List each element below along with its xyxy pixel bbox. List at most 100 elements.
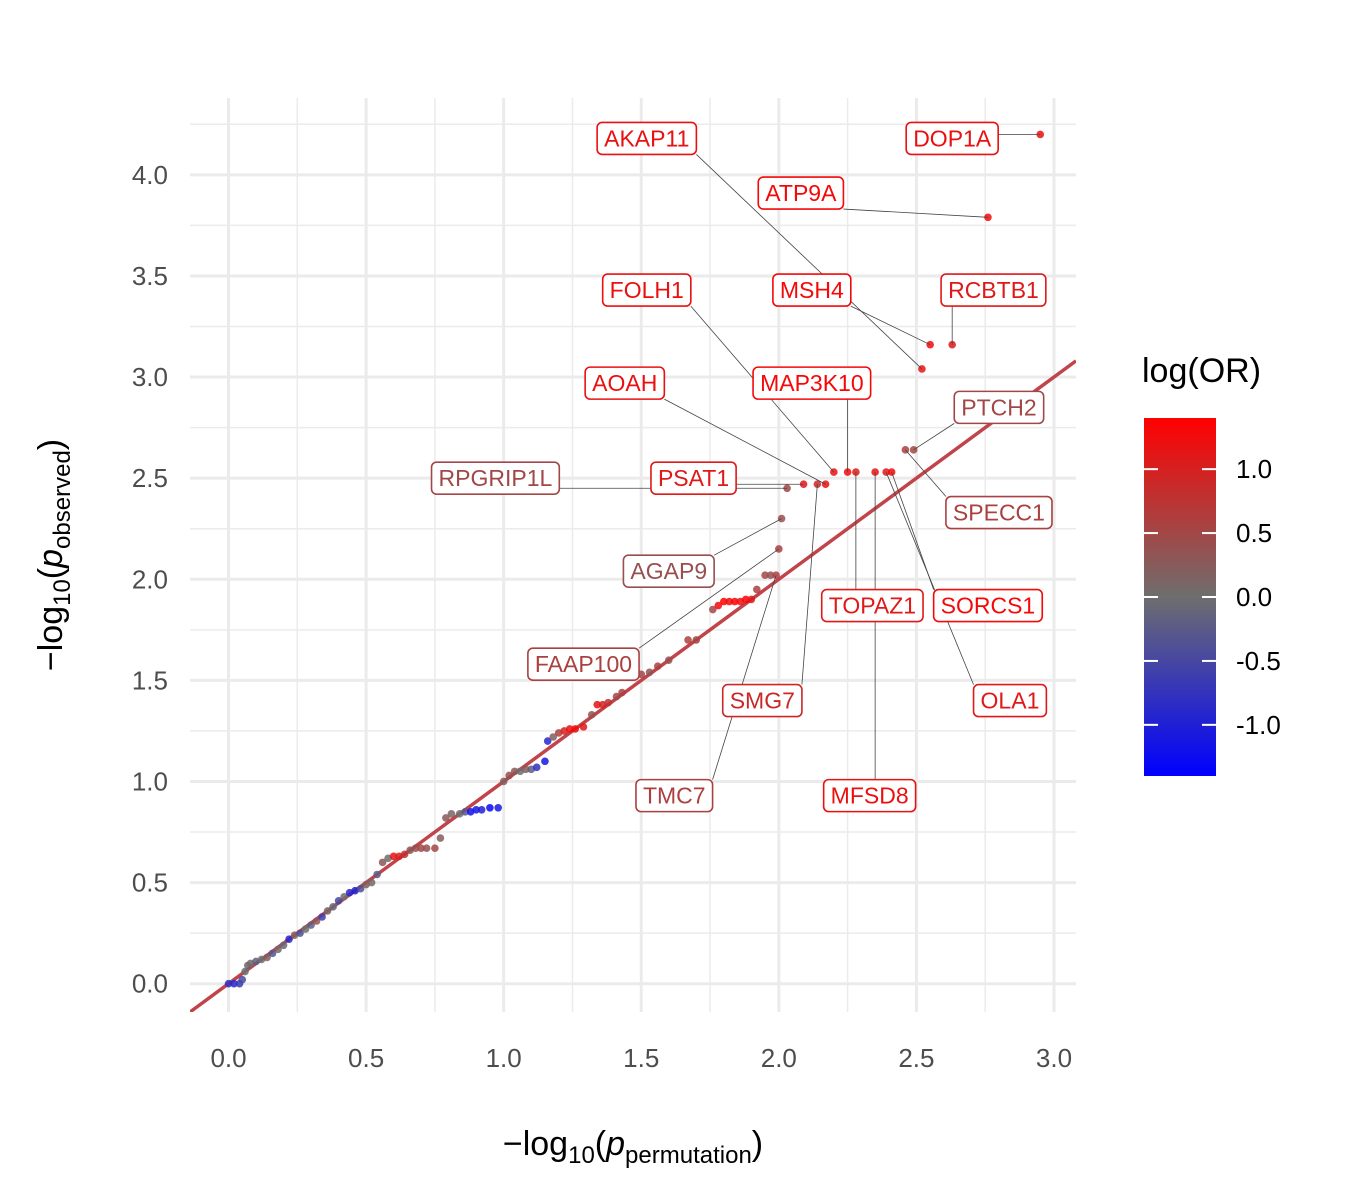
gene-label-text: RCBTB1: [948, 277, 1039, 303]
data-point: [431, 844, 439, 853]
gene-label: TMC7: [635, 778, 714, 813]
gene-label-text: SPECC1: [953, 500, 1045, 526]
data-point: [664, 656, 673, 664]
gene-label: AOAH: [584, 366, 666, 400]
gene-label-box: [596, 121, 698, 156]
data-point: [579, 723, 588, 731]
gene-label-box: [601, 273, 692, 307]
x-axis-title-subscript: permutation: [625, 1142, 752, 1169]
data-point: [274, 945, 282, 954]
x-axis-title-base: 10: [568, 1142, 595, 1169]
x-axis-title-open: (: [595, 1125, 607, 1163]
data-point: [604, 698, 613, 707]
data-point: [279, 941, 288, 950]
gene-label-text: PSAT1: [658, 465, 729, 491]
gene-label-box: [752, 366, 872, 400]
data-point: [263, 953, 271, 962]
gene-label: AGAP9: [622, 554, 715, 588]
x-tick-label: 0.0: [210, 1043, 246, 1073]
data-point: [318, 913, 326, 921]
data-point: [241, 967, 249, 976]
data-point: [436, 834, 445, 842]
data-point: [367, 878, 376, 887]
gene-label-text: MSH4: [780, 277, 844, 303]
gene-label: MFSD8: [822, 778, 917, 813]
gene-label-text: TOPAZ1: [829, 593, 916, 619]
annotation-connector: [713, 518, 782, 556]
data-point: [389, 852, 398, 861]
gene-label-text: FAAP100: [535, 651, 632, 677]
y-axis-title-subscript: observed: [49, 450, 76, 549]
x-tick-label: 1.5: [623, 1043, 659, 1073]
gene-label: PSAT1: [650, 461, 737, 495]
gene-label: TOPAZ1: [820, 588, 924, 623]
x-tick-label: 2.5: [898, 1043, 934, 1073]
gene-label: FOLH1: [601, 273, 692, 307]
data-point: [301, 925, 310, 933]
y-axis-title-close: ): [32, 439, 70, 450]
data-point: [373, 870, 381, 879]
data-point: [645, 668, 654, 677]
gene-label-text: RPGRIP1L: [439, 465, 553, 491]
y-tick-label: 3.0: [132, 362, 168, 392]
gene-label-box: [905, 121, 999, 156]
data-point: [725, 597, 734, 606]
legend-tick-label: -0.5: [1236, 646, 1281, 676]
data-point: [720, 597, 728, 606]
data-point: [477, 805, 486, 814]
data-point: [472, 805, 480, 814]
gene-label-box: [650, 461, 737, 495]
gene-label: RCBTB1: [940, 273, 1047, 307]
y-axis-title-prefix: −log: [32, 606, 70, 671]
gene-label-text: FOLH1: [610, 277, 684, 303]
data-point: [521, 765, 530, 774]
data-point: [742, 595, 750, 604]
grid: [190, 98, 1076, 1012]
gene-label-box: [820, 588, 924, 623]
gene-label-text: AGAP9: [630, 558, 707, 584]
y-tick-label: 3.5: [132, 261, 168, 291]
annotation-connector: [696, 154, 923, 370]
gene-label-text: ATP9A: [765, 180, 837, 206]
annotation-connectors: [559, 133, 1041, 780]
annotation-connector: [850, 305, 931, 346]
data-point: [747, 595, 756, 604]
x-tick-label: 0.5: [348, 1043, 384, 1073]
gene-label-text: AKAP11: [604, 125, 689, 151]
legend-tick-label: 0.0: [1236, 582, 1272, 612]
y-axis-title-p: p: [32, 549, 70, 569]
gene-label-box: [635, 778, 714, 813]
annotation-connector: [905, 449, 947, 497]
data-point: [224, 979, 233, 988]
y-tick-label: 1.5: [132, 665, 168, 695]
y-tick-label: 1.0: [132, 766, 168, 796]
gene-labels: AKAP11 DOP1A ATP9A FOLH1 MSH4 RCBTB1 AOAH MAP3K…: [430, 121, 1053, 813]
data-point: [948, 340, 956, 349]
data-point: [510, 767, 519, 776]
legend-ticks: 1.0 0.5 0.0 -0.5 -1.0: [1144, 454, 1281, 740]
data-point: [549, 733, 558, 741]
gene-label: ATP9A: [757, 176, 845, 210]
gene-label-box: [953, 390, 1045, 425]
data-point: [447, 810, 456, 818]
gene-label-text: TMC7: [643, 783, 706, 809]
color-legend: log(OR) 1.0 0.5 0.0 -0.5 -1.0: [1142, 352, 1281, 776]
data-point: [692, 636, 701, 644]
data-point: [417, 844, 425, 853]
data-point: [714, 601, 723, 610]
x-tick-label: 3.0: [1036, 1043, 1072, 1073]
gene-label: MSH4: [772, 273, 852, 307]
legend-title: log(OR): [1142, 352, 1261, 390]
x-axis-title: −log10(ppermutation): [503, 1125, 763, 1169]
data-point: [356, 884, 365, 893]
data-point: [731, 597, 739, 606]
data-point: [565, 725, 574, 733]
data-point: [618, 688, 626, 697]
gene-label: AKAP11: [596, 121, 698, 156]
y-tick-label: 0.0: [132, 969, 168, 999]
gene-label-box: [822, 778, 917, 813]
data-point: [307, 921, 315, 929]
data-point: [323, 907, 332, 915]
gene-label-box: [721, 683, 803, 718]
